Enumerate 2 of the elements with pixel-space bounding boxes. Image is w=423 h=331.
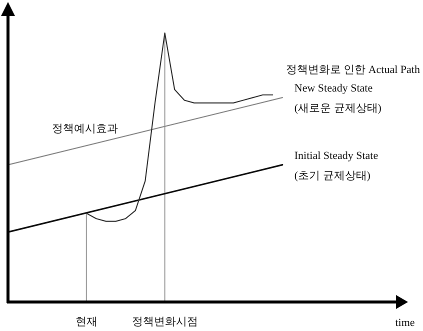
x-label: time bbox=[395, 317, 415, 329]
annotation: 정책예시효과 bbox=[52, 123, 118, 135]
